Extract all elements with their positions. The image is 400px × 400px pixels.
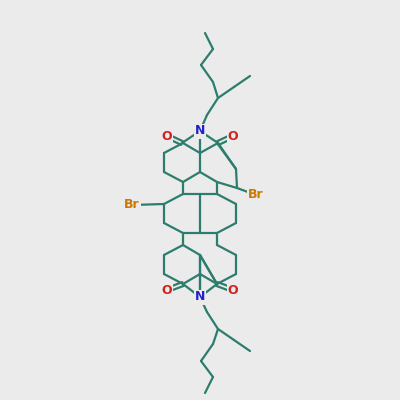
Text: Br: Br xyxy=(248,188,264,202)
Text: O: O xyxy=(162,130,172,142)
Text: O: O xyxy=(228,130,238,142)
Text: N: N xyxy=(195,290,205,304)
Text: O: O xyxy=(228,284,238,296)
Text: O: O xyxy=(162,284,172,296)
Text: N: N xyxy=(195,124,205,138)
Text: Br: Br xyxy=(124,198,140,212)
